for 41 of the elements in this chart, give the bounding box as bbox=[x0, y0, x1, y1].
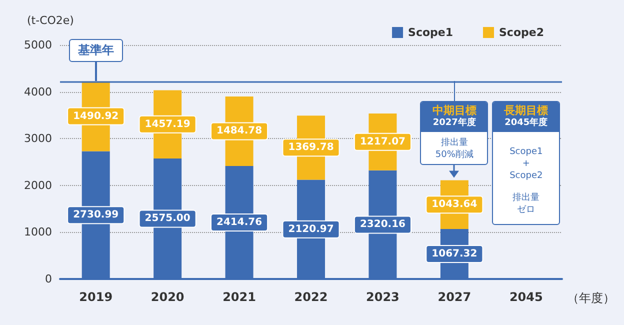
data-label: 1484.78 bbox=[216, 126, 262, 137]
annotation: Scope1 bbox=[508, 146, 544, 158]
data-label: 1043.64 bbox=[432, 199, 478, 210]
x-tick-label: 2022 bbox=[294, 290, 328, 304]
data-label: 2320.16 bbox=[360, 219, 406, 230]
legend-label: Scope2 bbox=[499, 26, 544, 39]
x-tick-label: 2023 bbox=[366, 290, 400, 304]
data-label: 1490.92 bbox=[73, 110, 119, 122]
annotation: 排出量 bbox=[512, 192, 541, 204]
y-tick-label: 5000 bbox=[24, 38, 52, 52]
x-tick-label: 2021 bbox=[222, 290, 256, 304]
annotation: 2045年度 bbox=[504, 118, 549, 130]
annotation: 50%削減 bbox=[434, 149, 474, 162]
legend-label: Scope1 bbox=[408, 26, 454, 39]
annotation: ゼロ bbox=[516, 204, 536, 216]
data-label: 1457.19 bbox=[144, 118, 190, 130]
y-tick-label: 3000 bbox=[24, 132, 52, 146]
data-label: 2120.97 bbox=[288, 224, 334, 235]
y-tick-label: 0 bbox=[45, 272, 52, 286]
y-tick-label: 2000 bbox=[24, 178, 52, 192]
annotation: 長期目標 bbox=[503, 104, 550, 118]
data-label: 1067.32 bbox=[432, 248, 478, 260]
data-label: 2414.76 bbox=[216, 216, 262, 228]
data-label: 1217.07 bbox=[360, 136, 406, 148]
y-axis-title: (t-CO2e) bbox=[27, 14, 74, 27]
annotation: 2027年度 bbox=[432, 118, 476, 130]
y-tick-label: 1000 bbox=[24, 226, 52, 239]
data-label: 1369.78 bbox=[288, 142, 334, 154]
annotation: 中期目標 bbox=[431, 104, 478, 118]
data-label: 2575.00 bbox=[144, 213, 190, 224]
annotation: Scope2 bbox=[508, 170, 544, 182]
x-tick-label: 2019 bbox=[79, 290, 113, 304]
annotation: 排出量 bbox=[440, 137, 469, 150]
x-tick-label: 2045 bbox=[509, 290, 543, 304]
annotation: + bbox=[521, 158, 531, 170]
x-tick-label: 2020 bbox=[150, 290, 184, 304]
y-tick-label: 4000 bbox=[24, 85, 52, 98]
x-axis-title: （年度） bbox=[567, 291, 615, 305]
data-label: 2730.99 bbox=[73, 210, 119, 221]
x-tick-label: 2027 bbox=[438, 290, 472, 304]
ref-line-label: 基準年 bbox=[68, 39, 123, 62]
